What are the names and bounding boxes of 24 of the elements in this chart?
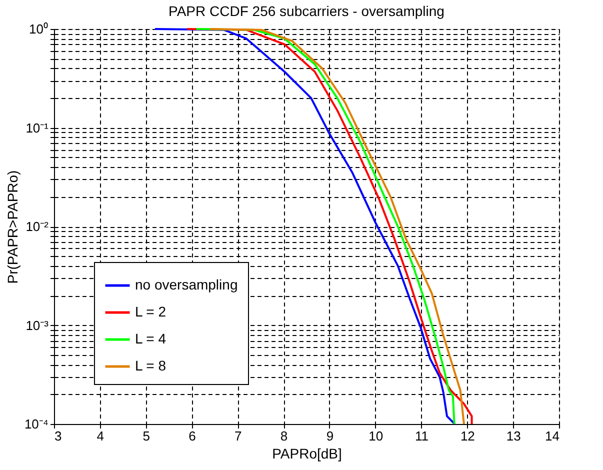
y-axis-title: Pr(PAPR>PAPRo) [4,170,20,284]
y-tick-label: 10⁰ [29,22,48,36]
x-tick-label: 12 [460,428,475,444]
x-tick-label: 14 [545,428,560,444]
y-tick-label: 10⁻⁴ [24,416,48,432]
legend-label: L = 8 [135,358,166,374]
legend-label: L = 4 [135,330,166,346]
legend-label: no oversampling [135,276,238,292]
legend-label: L = 2 [135,304,166,320]
y-tick-label: 10⁻¹ [26,120,50,136]
x-tick-label: 3 [54,428,62,444]
x-tick-label: 13 [506,428,521,444]
x-tick-label: 7 [234,428,242,444]
x-tick-label: 8 [280,428,288,444]
y-tick-label: 10⁻² [26,219,50,234]
x-axis-title: PAPRo[dB] [272,446,342,462]
x-tick-label: 9 [326,428,334,444]
x-tick-label: 6 [188,428,196,444]
chart-title: PAPR CCDF 256 subcarriers - oversampling [168,3,444,19]
x-tick-label: 5 [142,428,150,444]
x-tick-label: 10 [368,428,384,444]
y-tick-label: 10⁻³ [26,318,50,333]
x-tick-label: 11 [415,428,429,444]
x-tick-label: 4 [96,428,104,444]
